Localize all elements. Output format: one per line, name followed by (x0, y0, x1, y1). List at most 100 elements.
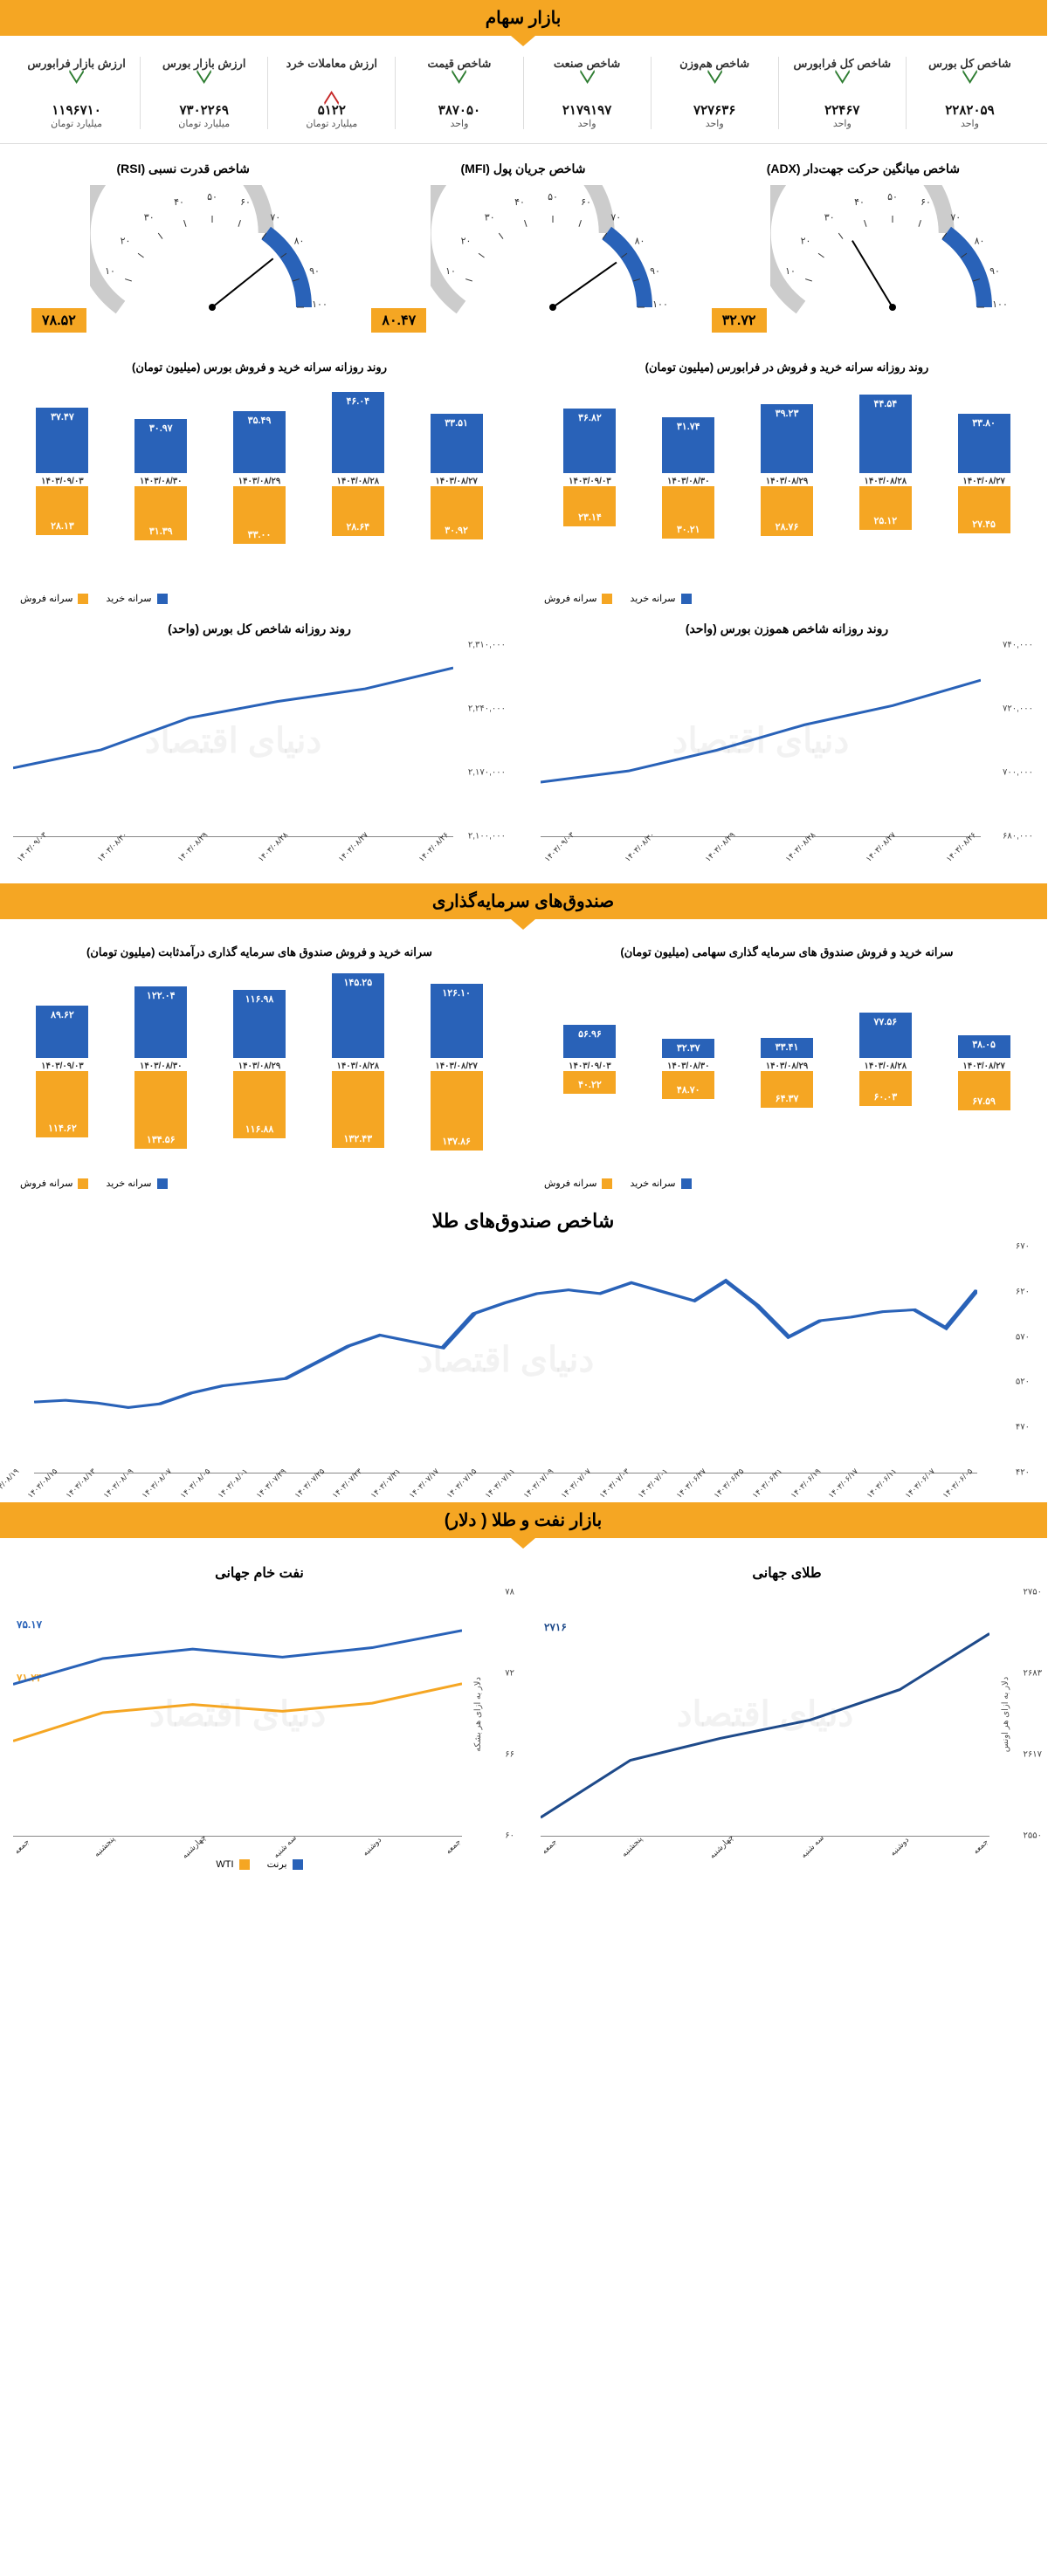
y-tick: ۲,۱۷۰,۰۰۰ (469, 768, 507, 778)
gauge-box: شاخص قدرت نسبی (RSI) ۱۰۲۰۳۰۴۰۵۰۶۰۷۰۸۰۹۰۱… (14, 161, 354, 333)
gold-funds-title: شاخص صندوق‌های طلا (35, 1210, 1013, 1233)
bar-date: ۱۴۰۳/۰۸/۲۹ (767, 1061, 810, 1071)
bar-sell: ۳۰.۲۱ (663, 486, 715, 539)
bar-sell: ۲۳.۱۴ (564, 486, 617, 526)
bar-date: ۱۴۰۳/۰۸/۲۷ (963, 1061, 1006, 1071)
svg-text:۸۰: ۸۰ (976, 237, 986, 247)
bar-group: ۳۳.۵۱ ۱۴۰۳/۰۸/۲۷ ۳۰.۹۲ (431, 386, 484, 574)
svg-text:۶۰: ۶۰ (921, 197, 932, 208)
line-svg (541, 1592, 990, 1836)
svg-text:۵۰: ۵۰ (548, 192, 559, 203)
bar-sell: ۳۳.۰۰ (234, 486, 286, 544)
hb-chart: ۳۸.۰۵ ۱۴۰۳/۰۸/۲۷ ۶۷.۵۹۷۷.۵۶ ۱۴۰۳/۰۸/۲۸ ۶… (541, 968, 1034, 1160)
svg-text:۳۰: ۳۰ (485, 212, 495, 223)
y-tick: ۲,۲۴۰,۰۰۰ (469, 704, 507, 714)
hb-chart: ۳۳.۸۰ ۱۴۰۳/۰۸/۲۷ ۲۷.۴۵۴۴.۵۴ ۱۴۰۳/۰۸/۲۸ ۲… (541, 383, 1034, 575)
hb-chart: ۳۳.۵۱ ۱۴۰۳/۰۸/۲۷ ۳۰.۹۲ ۴۶.۰۴ ۱۴۰۳/۰۸/۲۸ ۲… (14, 383, 507, 575)
y-tick: ۶۸۰,۰۰۰ (1003, 832, 1034, 841)
bar-group: ۳۳.۸۰ ۱۴۰۳/۰۸/۲۷ ۲۷.۴۵ (959, 386, 1011, 574)
bar-date: ۱۴۰۳/۰۸/۲۷ (963, 477, 1006, 486)
bar-group: ۳۸.۰۵ ۱۴۰۳/۰۸/۲۷ ۶۷.۵۹ (959, 971, 1011, 1158)
gauge-value: ۳۲.۷۲ (713, 308, 768, 333)
svg-text:۴۰: ۴۰ (855, 197, 865, 208)
bar-date: ۱۴۰۳/۰۹/۰۳ (42, 477, 85, 486)
bar-sell: ۲۸.۶۴ (333, 486, 385, 536)
oil-row: طلای جهانی دلار به ازای هر اونس ۲۵۵۰۲۶۱۷… (0, 1538, 1048, 1891)
bar-date: ۱۴۰۳/۰۸/۲۹ (767, 477, 810, 486)
oil-title: نفت خام جهانی (14, 1564, 507, 1582)
bar-sell: ۱۳۲.۴۳ (333, 1071, 385, 1148)
gauge-title: شاخص قدرت نسبی (RSI) (14, 161, 354, 176)
bar-group: ۳۷.۴۷ ۱۴۰۳/۰۹/۰۳ ۲۸.۱۳ (37, 386, 89, 574)
bar-buy: ۳۳.۵۱ (431, 414, 484, 472)
y-tick: ۷۰۰,۰۰۰ (1003, 768, 1034, 778)
bar-group: ۳۹.۲۳ ۱۴۰۳/۰۸/۲۹ ۲۸.۷۶ (762, 386, 814, 574)
legend-brent: برنت (268, 1858, 288, 1870)
bar-buy: ۱۲۲.۰۴ (135, 986, 188, 1057)
bar-group: ۱۱۶.۹۸ ۱۴۰۳/۰۸/۲۹ ۱۱۶.۸۸ (234, 971, 286, 1158)
svg-text:۷۰: ۷۰ (611, 212, 622, 223)
x-tick: جمعه (541, 1838, 560, 1857)
line-svg (541, 645, 982, 836)
legend-sell: سرانه فروش (21, 1178, 73, 1189)
legend-buy: سرانه خرید (107, 1178, 152, 1189)
bar-buy: ۳۶.۸۲ (564, 409, 617, 473)
bar-date: ۱۴۰۳/۰۸/۳۰ (141, 477, 183, 486)
bar-group: ۱۴۵.۲۵ ۱۴۰۳/۰۸/۲۸ ۱۳۲.۴۳ (333, 971, 385, 1158)
y-tick: ۵۲۰ (1017, 1377, 1031, 1387)
svg-text:۱۰: ۱۰ (446, 266, 457, 277)
svg-text:۱۰: ۱۰ (786, 266, 796, 277)
bar-group: ۳۵.۴۹ ۱۴۰۳/۰۸/۲۹ ۳۳.۰۰ (234, 386, 286, 574)
hb-title: سرانه خرید و فروش صندوق های سرمایه گذاری… (541, 945, 1034, 959)
bar-sell: ۶۰.۰۳ (860, 1071, 913, 1106)
gauge-title: شاخص جریان پول (MFI) (354, 161, 693, 176)
y-tick: ۲۶۸۳ (1024, 1669, 1043, 1679)
line-title: روند روزانه شاخص هموزن بورس (واحد) (541, 622, 1034, 636)
stat-box: شاخص قیمت 〈 ۳۸۷۰۵۰ واحد (396, 57, 523, 129)
svg-text:۲۰: ۲۰ (461, 237, 472, 247)
bar-buy: ۱۲۶.۱۰ (431, 984, 484, 1057)
y-tick: ۶۶ (506, 1750, 515, 1760)
legend-sell: سرانه فروش (21, 593, 73, 604)
legend: سرانه خرید سرانه فروش (524, 1171, 1048, 1196)
bar-sell: ۳۱.۳۹ (135, 486, 188, 541)
bar-date: ۱۴۰۳/۰۸/۲۸ (865, 477, 908, 486)
bar-group: ۳۰.۹۷ ۱۴۰۳/۰۸/۳۰ ۳۱.۳۹ (135, 386, 188, 574)
svg-text:۸۰: ۸۰ (635, 237, 645, 247)
oil-legend: برنت WTI (14, 1851, 507, 1877)
legend: سرانه خرید سرانه فروش (524, 586, 1048, 611)
gauge-title: شاخص میانگین حرکت جهت‌دار (ADX) (694, 161, 1034, 176)
bar-sell: ۱۱۶.۸۸ (234, 1071, 286, 1139)
bar-sell: ۱۳۴.۵۶ (135, 1071, 188, 1150)
bar-group: ۳۱.۷۴ ۱۴۰۳/۰۸/۳۰ ۳۰.۲۱ (663, 386, 715, 574)
bar-buy: ۱۴۵.۲۵ (333, 973, 385, 1058)
y-tick: ۲,۱۰۰,۰۰۰ (469, 832, 507, 841)
y-tick: ۶۲۰ (1017, 1287, 1031, 1296)
oil-title: طلای جهانی (541, 1564, 1034, 1582)
line-chart: ۶۸۰,۰۰۰۷۰۰,۰۰۰۷۲۰,۰۰۰۷۴۰,۰۰۰دنیای اقتصاد (541, 645, 982, 837)
legend-wti: WTI (217, 1859, 234, 1870)
bar-group: ۸۹.۶۲ ۱۴۰۳/۰۹/۰۳ ۱۱۴.۶۲ (37, 971, 89, 1158)
bar-group: ۵۶.۹۶ ۱۴۰۳/۰۹/۰۳ ۴۰.۲۲ (564, 971, 617, 1158)
bar-group: ۱۲۲.۰۴ ۱۴۰۳/۰۸/۳۰ ۱۳۴.۵۶ (135, 971, 188, 1158)
svg-text:۴۰: ۴۰ (175, 197, 185, 208)
bar-sell: ۱۳۷.۸۶ (431, 1071, 484, 1151)
svg-text:۸۰: ۸۰ (295, 237, 306, 247)
hb-title: سرانه خرید و فروش صندوق های سرمایه گذاری… (14, 945, 507, 959)
bar-group: ۴۶.۰۴ ۱۴۰۳/۰۸/۲۸ ۲۸.۶۴ (333, 386, 385, 574)
svg-text:۶۰: ۶۰ (241, 197, 252, 208)
legend-sell: سرانه فروش (545, 593, 597, 604)
gauge-box: شاخص میانگین حرکت جهت‌دار (ADX) ۱۰۲۰۳۰۴۰… (694, 161, 1034, 333)
svg-text:۵۰: ۵۰ (888, 192, 899, 203)
line-chart: دلار به ازای هر بشکه ۶۰۶۶۷۲۷۸دنیای اقتصا… (14, 1592, 463, 1837)
y-tick: ۶۰ (506, 1831, 515, 1841)
bar-buy: ۳۱.۷۴ (663, 417, 715, 472)
stat-box: ارزش بازار فرابورس 〈 ۱۱۹۶۷۱۰ میلیارد توم… (14, 57, 141, 129)
bar-buy: ۷۷.۵۶ (860, 1013, 913, 1058)
hb-title: روند روزانه سرانه خرید و فروش در فرابورس… (541, 361, 1034, 374)
y-axis-label: دلار به ازای هر بشکه (474, 1677, 484, 1752)
line-svg (14, 1592, 463, 1836)
bar-date: ۱۴۰۳/۰۸/۲۸ (338, 1061, 381, 1071)
hb-title: روند روزانه سرانه خرید و فروش بورس (میلی… (14, 361, 507, 374)
bar-sell: ۲۸.۱۳ (37, 486, 89, 535)
